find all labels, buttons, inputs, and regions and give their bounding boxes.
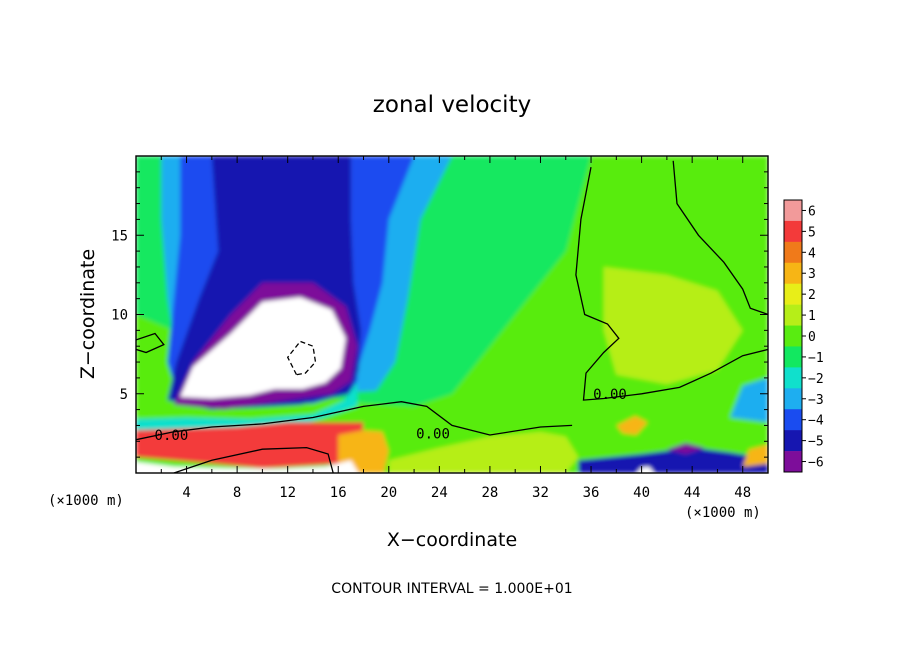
x-tick-label-6: 28 bbox=[481, 485, 498, 501]
contour-line-4 bbox=[173, 446, 334, 473]
colorbar-label-2: 4 bbox=[808, 246, 816, 261]
colorbar-swatch-5 bbox=[784, 304, 802, 326]
colorbar-swatch-0 bbox=[784, 200, 802, 222]
velocity-region-17 bbox=[730, 377, 768, 423]
colorbar-label-9: −3 bbox=[808, 393, 824, 408]
chart-title: zonal velocity bbox=[373, 92, 531, 118]
y-axis-label: Z−coordinate bbox=[77, 249, 99, 379]
colorbar: 6 5 4 3 2 1 0 −1 −2 −3 −4 −5 −6 bbox=[783, 199, 824, 473]
x-tick-label-0: 4 bbox=[182, 485, 190, 501]
contour-interval: CONTOUR INTERVAL = 1.000E+01 bbox=[331, 581, 572, 597]
x-tick-label-11: 48 bbox=[734, 485, 751, 501]
colorbar-label-8: −2 bbox=[808, 372, 824, 387]
colorbar-label-6: 0 bbox=[808, 330, 816, 345]
velocity-region-11 bbox=[136, 460, 359, 473]
velocity-region-16 bbox=[636, 466, 655, 473]
colorbar-swatch-4 bbox=[784, 283, 802, 305]
y-tick-label-2: 15 bbox=[111, 228, 128, 244]
colorbar-label-3: 3 bbox=[808, 267, 816, 282]
velocity-region-18 bbox=[742, 444, 768, 467]
y-tick-label-1: 10 bbox=[111, 308, 128, 324]
contour-label-0: 0.00 bbox=[155, 428, 189, 444]
velocity-region-13 bbox=[616, 415, 648, 435]
colorbar-swatch-9 bbox=[784, 388, 802, 410]
velocity-region-9 bbox=[136, 422, 364, 469]
velocity-region-7 bbox=[180, 297, 346, 399]
colorbar-label-5: 1 bbox=[808, 309, 816, 324]
y-axis-ticks: 5 10 15 bbox=[111, 171, 768, 458]
x-tick-label-9: 40 bbox=[633, 485, 650, 501]
velocity-field bbox=[136, 156, 768, 473]
x-unit-right: (×1000 m) bbox=[685, 505, 761, 521]
colorbar-label-0: 6 bbox=[808, 204, 816, 219]
velocity-region-12 bbox=[388, 431, 579, 473]
colorbar-label-11: −5 bbox=[808, 435, 824, 450]
colorbar-label-4: 2 bbox=[808, 288, 816, 303]
colorbar-swatch-10 bbox=[784, 409, 802, 431]
x-axis-label: X−coordinate bbox=[387, 529, 517, 551]
x-tick-label-2: 12 bbox=[279, 485, 296, 501]
colorbar-swatch-8 bbox=[784, 367, 802, 389]
x-axis-ticks: 4 8 12 16 20 24 28 32 36 40 44 48 bbox=[160, 156, 751, 501]
velocity-region-2 bbox=[603, 266, 743, 385]
x-tick-label-3: 16 bbox=[330, 485, 347, 501]
colorbar-label-1: 5 bbox=[808, 225, 816, 240]
colorbar-swatch-12 bbox=[784, 451, 802, 473]
contour-label-2: 0.00 bbox=[593, 387, 627, 403]
x-unit-left: (×1000 m) bbox=[48, 493, 124, 509]
contour-label-1: 0.00 bbox=[416, 426, 450, 442]
colorbar-label-12: −6 bbox=[808, 456, 824, 471]
colorbar-label-10: −4 bbox=[808, 414, 824, 429]
colorbar-swatch-3 bbox=[784, 262, 802, 284]
contour-line-3 bbox=[672, 160, 768, 316]
velocity-region-15 bbox=[666, 442, 705, 454]
colorbar-label-7: −1 bbox=[808, 351, 824, 366]
x-tick-label-10: 44 bbox=[684, 485, 701, 501]
x-tick-label-7: 32 bbox=[532, 485, 549, 501]
colorbar-swatch-2 bbox=[784, 241, 802, 264]
contour-line-1 bbox=[136, 332, 165, 354]
colorbar-swatch-7 bbox=[784, 346, 802, 368]
y-tick-label-0: 5 bbox=[120, 387, 128, 403]
x-tick-label-4: 20 bbox=[380, 485, 397, 501]
contour-line-2 bbox=[575, 166, 768, 401]
x-tick-label-8: 36 bbox=[583, 485, 600, 501]
colorbar-swatch-11 bbox=[784, 430, 802, 452]
x-tick-label-1: 8 bbox=[233, 485, 241, 501]
contour-line-0 bbox=[136, 401, 573, 441]
velocity-region-14 bbox=[578, 447, 768, 473]
x-tick-label-5: 24 bbox=[431, 485, 448, 501]
plot-area: 0.00 0.00 0.00 bbox=[136, 156, 768, 473]
contour-lines bbox=[136, 160, 768, 473]
colorbar-swatch-6 bbox=[784, 325, 802, 347]
colorbar-swatch-1 bbox=[784, 220, 802, 243]
contour-labels: 0.00 0.00 0.00 bbox=[155, 387, 627, 444]
contour-line-5 bbox=[286, 340, 317, 376]
